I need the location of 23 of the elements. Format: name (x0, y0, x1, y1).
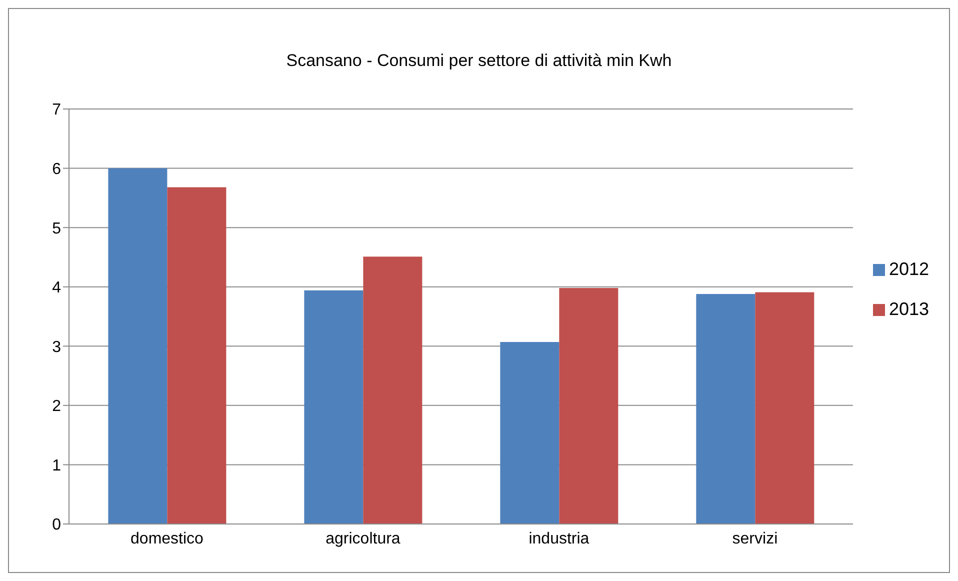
bar (696, 294, 756, 524)
bar (363, 256, 422, 524)
chart-title: Scansano - Consumi per settore di attività min Kwh (285, 51, 673, 71)
y-tick-label: 7 (52, 102, 62, 119)
y-tick-label: 3 (52, 338, 62, 356)
bar (167, 187, 226, 524)
bar (500, 342, 560, 524)
x-tick-label: agricoltura (326, 530, 400, 548)
bar (559, 288, 618, 524)
bar (755, 292, 814, 524)
y-tick-label: 1 (52, 457, 62, 474)
y-tick-label: 6 (52, 160, 62, 178)
y-tick-label: 0 (52, 516, 62, 534)
bar (108, 168, 168, 524)
legend-label: 2012 (888, 259, 929, 279)
legend-label: 2013 (888, 299, 929, 319)
y-tick-label: 4 (52, 280, 62, 297)
x-tick-label: industria (528, 530, 590, 548)
y-tick-label: 5 (52, 220, 62, 238)
bar (304, 290, 364, 524)
y-tick-label: 2 (52, 398, 62, 416)
x-tick-label: servizi (732, 530, 778, 548)
x-tick-label: domestico (130, 530, 204, 548)
